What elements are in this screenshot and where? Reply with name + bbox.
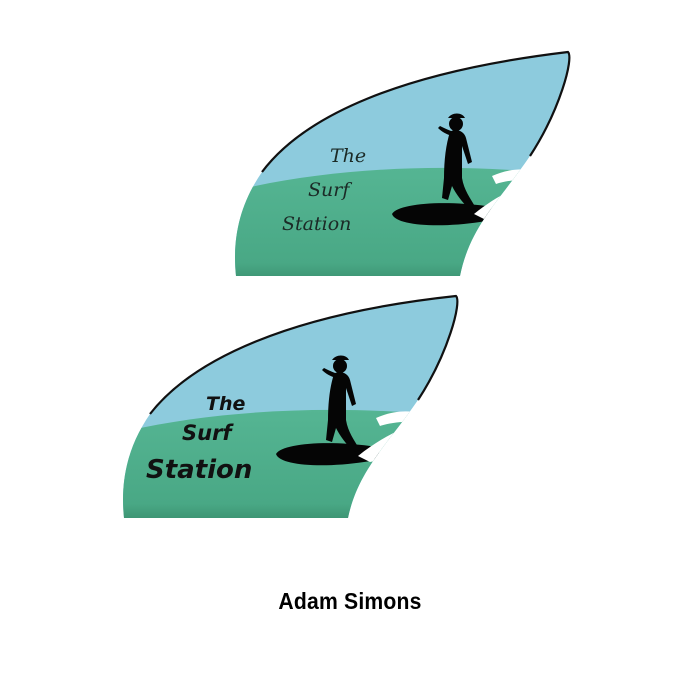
author-name: Adam Simons <box>278 588 422 614</box>
fin-outline <box>149 294 459 415</box>
bold-line-the: The <box>206 393 245 415</box>
bold-line-station: Station <box>146 455 252 485</box>
script-line-the: The <box>330 145 366 167</box>
bold-wordmark: The Surf Station <box>146 393 252 485</box>
surfer-silhouette <box>438 113 476 210</box>
bold-line-surf: Surf <box>182 421 234 445</box>
surfer-silhouette <box>322 355 360 452</box>
script-line-station: Station <box>282 213 351 235</box>
script-wordmark: The Surf Station <box>282 145 366 235</box>
script-line-surf: Surf <box>308 179 352 201</box>
fin-outline <box>261 50 571 173</box>
